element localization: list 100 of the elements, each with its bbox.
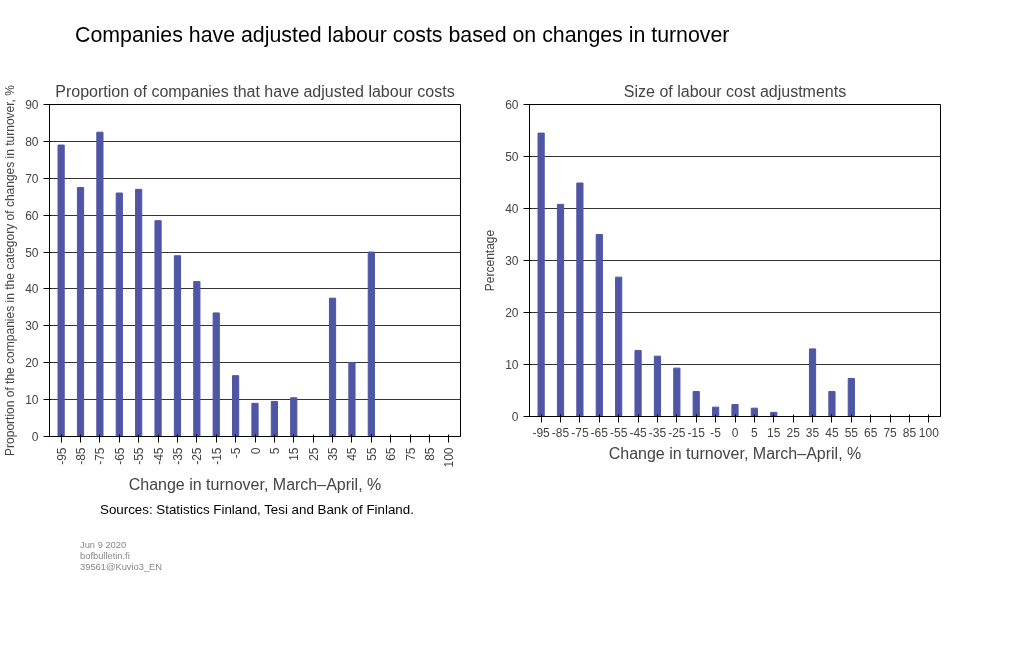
- y-tick-label: 50: [505, 150, 519, 164]
- x-tick-label: 65: [384, 447, 399, 461]
- bar: [154, 220, 162, 437]
- y-tick-label: 90: [25, 98, 39, 112]
- y-axis-title: Proportion of the companies in the category of changes in turnover, %: [3, 84, 18, 456]
- bar: [251, 402, 259, 437]
- x-tick-label: -65: [590, 425, 609, 440]
- y-tick-label: 40: [505, 202, 519, 216]
- x-tick-label: 5: [267, 447, 282, 455]
- x-tick-label: -25: [190, 447, 205, 465]
- x-tick-label: -35: [170, 447, 185, 465]
- bar: [193, 281, 201, 437]
- bar: [828, 391, 836, 417]
- bar: [232, 375, 240, 437]
- x-tick-label: -85: [74, 447, 89, 465]
- text: 39561@Kuvio3_EN: [80, 562, 163, 573]
- bar: [537, 132, 545, 417]
- x-tick-label: -5: [229, 447, 244, 459]
- x-tick-label: 75: [883, 425, 898, 440]
- chart-title: Companies have adjusted labour costs based on changes in turnover: [75, 22, 730, 49]
- bar: [135, 188, 143, 437]
- x-tick-label: -95: [54, 447, 69, 465]
- x-tick-label: 25: [786, 425, 801, 440]
- bar: [653, 355, 662, 417]
- bar: [595, 234, 603, 417]
- bar: [770, 411, 778, 417]
- x-tick-label: 15: [767, 425, 781, 440]
- y-tick-label: 60: [505, 98, 519, 112]
- bar: [808, 348, 817, 417]
- x-tick-label: -15: [687, 425, 706, 440]
- y-tick-label: 10: [505, 358, 519, 372]
- x-tick-label: 35: [805, 425, 820, 440]
- bar: [576, 182, 584, 417]
- x-axis-title: Change in turnover, March–April, %: [128, 475, 382, 493]
- y-tick-label: 80: [25, 134, 39, 149]
- chart-subtitle: Proportion of companies that have adjusted labour costs: [55, 82, 455, 100]
- x-tick-label: 5: [751, 425, 759, 440]
- x-tick-label: 15: [287, 447, 302, 461]
- bar: [328, 297, 337, 437]
- bar: [57, 144, 65, 437]
- chart-title: Size of labour cost adjustments: [623, 82, 847, 100]
- text: bofbulletin.fi: [80, 551, 130, 562]
- y-tick-label: 10: [25, 393, 39, 408]
- bar: [367, 251, 375, 437]
- x-tick-label: 35: [326, 447, 341, 461]
- y-tick-label: 20: [25, 356, 39, 371]
- bar: [556, 203, 565, 417]
- source-note: Sources: Statistics Finland, Tesi and Bank of Finland.: [100, 501, 414, 519]
- y-tick-label: 30: [25, 319, 39, 334]
- bar: [173, 255, 182, 437]
- bar: [115, 192, 123, 437]
- x-tick-label: 85: [422, 447, 437, 461]
- bar: [290, 397, 298, 437]
- x-tick-label: -85: [551, 425, 570, 440]
- x-tick-label: -55: [132, 447, 147, 465]
- x-tick-label: 85: [902, 425, 917, 440]
- bar: [96, 131, 104, 437]
- bar: [692, 391, 700, 417]
- x-tick-label: 75: [403, 447, 418, 461]
- x-axis-title: Change in turnover, March–April, %: [608, 444, 862, 462]
- y-tick-label: 70: [25, 171, 39, 186]
- x-tick-label: -5: [710, 425, 722, 440]
- bar: [615, 276, 623, 417]
- x-tick-label: 0: [248, 447, 263, 455]
- x-tick-label: -35: [648, 425, 667, 440]
- x-tick-label: -55: [610, 425, 628, 440]
- x-tick-label: -75: [93, 447, 108, 465]
- x-tick-label: 65: [864, 425, 878, 440]
- x-tick-label: 100: [918, 425, 940, 440]
- y-tick-label: 30: [505, 254, 519, 268]
- x-tick-label: 45: [825, 425, 839, 440]
- x-tick-label: -25: [668, 425, 686, 440]
- y-tick-label: 0: [511, 410, 519, 424]
- x-tick-label: 0: [731, 425, 739, 440]
- x-tick-label: -15: [209, 447, 224, 465]
- x-tick-label: -75: [571, 425, 589, 440]
- bar: [76, 187, 85, 437]
- bar: [212, 312, 220, 437]
- x-tick-label: -45: [629, 425, 648, 440]
- text: Jun 9 2020: [80, 540, 127, 550]
- x-tick-label: -45: [151, 447, 166, 465]
- y-tick-label: 50: [25, 245, 39, 260]
- x-tick-label: -65: [112, 447, 127, 465]
- bar: [712, 406, 720, 417]
- y-tick-label: 40: [25, 282, 39, 297]
- x-tick-label: 55: [844, 425, 859, 440]
- bar: [634, 349, 642, 417]
- y-axis-title: Percentage: [483, 229, 498, 292]
- bar: [348, 362, 356, 437]
- y-tick-label: 60: [25, 208, 39, 223]
- bar: [847, 378, 855, 417]
- bar: [731, 404, 739, 417]
- x-tick-label: 55: [364, 447, 379, 461]
- x-tick-label: 100: [442, 447, 457, 468]
- bar: [673, 367, 681, 417]
- x-tick-label: -95: [532, 425, 551, 440]
- x-tick-label: 45: [345, 447, 360, 461]
- y-tick-label: 20: [505, 306, 519, 320]
- x-tick-label: 25: [306, 447, 321, 461]
- bar: [270, 400, 278, 437]
